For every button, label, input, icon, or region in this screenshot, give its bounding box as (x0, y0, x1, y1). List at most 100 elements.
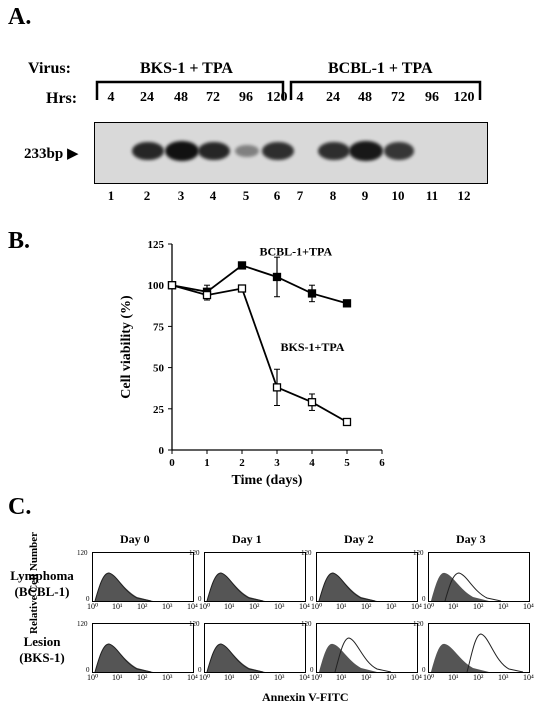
data-point (307, 398, 317, 407)
y-tick-zero: 0 (310, 595, 314, 603)
group2-label: BCBL-1 + TPA (328, 60, 433, 77)
hour-label: 120 (266, 90, 288, 105)
data-point (307, 289, 317, 298)
gel-band (349, 141, 383, 161)
x-tick-label: 10¹ (112, 673, 123, 682)
hour-label: 24 (326, 90, 340, 105)
x-tick-label: 10² (361, 602, 372, 611)
series-line (171, 264, 348, 305)
lane-number: 9 (361, 188, 369, 203)
panel-a-label: A. (8, 4, 32, 30)
x-tick-label: 10³ (498, 602, 509, 611)
y-tick-zero: 0 (422, 595, 426, 603)
facs-histogram: 120 0 10⁰ 10¹ 10² 10³ 10⁴ (301, 549, 422, 611)
marker-arrow-icon: ▶ (66, 146, 79, 162)
facs-histogram: 120 0 10⁰ 10¹ 10² 10³ 10⁴ (189, 620, 310, 682)
y-tick-top: 120 (189, 620, 200, 628)
viability-chart: 0 1 2 3 4 5 6 0 25 50 75 100 125 Time (days) Cell viab… (119, 239, 385, 488)
group1-label: BKS-1 + TPA (140, 60, 233, 77)
x-tick-label: 10⁴ (523, 602, 534, 611)
x-tick-label: 10⁰ (199, 673, 211, 682)
x-tick-label: 6 (379, 457, 385, 469)
lane-number: 1 (107, 188, 115, 203)
facs-histogram: 120 0 10⁰ 10¹ 10² 10³ 10⁴ (413, 620, 534, 682)
group-brackets (95, 80, 482, 100)
control-histogram (319, 643, 377, 672)
y-tick-label: 100 (148, 280, 165, 292)
x-tick-label: 10¹ (224, 673, 235, 682)
x-tick-label: 10³ (162, 602, 173, 611)
facs-histogram: 120 0 10⁰ 10¹ 10² 10³ 10⁴ (413, 549, 534, 611)
virus-label: Virus: (28, 60, 71, 77)
x-tick-label: 10² (249, 673, 260, 682)
x-tick-label: 10² (473, 673, 484, 682)
treated-histogram (206, 572, 264, 601)
facs-histogram: 120 0 10⁰ 10¹ 10² 10³ 10⁴ (301, 620, 422, 682)
gel-band (262, 142, 294, 160)
panel-b-label: B. (8, 228, 31, 254)
gel-band (132, 141, 164, 161)
day-label: Day 3 (456, 532, 486, 546)
y-tick-top: 120 (413, 549, 424, 557)
x-tick-label: 10⁴ (187, 673, 198, 682)
x-tick-label: 0 (169, 457, 175, 469)
x-tick-label: 10¹ (448, 602, 459, 611)
lane-number: 2 (143, 188, 151, 203)
data-point (272, 383, 282, 392)
y-tick-label: 0 (159, 445, 165, 457)
x-tick-label: 5 (344, 457, 350, 469)
lane-number: 6 (273, 188, 281, 203)
group1-bracket (95, 80, 285, 100)
day-label: Day 2 (344, 532, 374, 546)
lane-number: 7 (296, 188, 304, 203)
facs-histogram: 120 0 10⁰ 10¹ 10² 10³ 10⁴ (77, 620, 198, 682)
x-tick-label: 10⁰ (423, 602, 435, 611)
x-tick-label: 10³ (498, 673, 509, 682)
y-tick-zero: 0 (310, 666, 314, 674)
hour-label: 96 (239, 90, 253, 105)
data-point (167, 281, 177, 290)
hour-label: 96 (425, 90, 439, 105)
row1-line1: Lymphoma (10, 568, 74, 583)
treated-histogram (466, 633, 524, 672)
lane-number: 12 (457, 188, 471, 203)
x-tick-label: 10² (249, 602, 260, 611)
treated-histogram (334, 637, 392, 672)
x-tick-label: 10⁴ (523, 673, 534, 682)
x-tick-label: 10⁰ (311, 673, 323, 682)
facs-histogram: 120 0 10⁰ 10¹ 10² 10³ 10⁴ (77, 549, 198, 611)
lane-number: 3 (177, 188, 185, 203)
y-tick-zero: 0 (86, 666, 90, 674)
hour-label: 4 (296, 90, 304, 105)
xlabel-c: Annexin V-FITC (262, 690, 349, 704)
hour-label: 72 (206, 90, 220, 105)
gel-band (235, 144, 259, 158)
data-point (342, 417, 352, 427)
data-point (202, 290, 212, 300)
data-point (272, 272, 282, 282)
y-tick-top: 120 (301, 549, 312, 557)
lane-number: 5 (242, 188, 250, 203)
marker-label: 233bp ▶ (24, 144, 78, 163)
control-histogram (431, 643, 489, 672)
x-tick-label: 10² (137, 673, 148, 682)
x-tick-label: 10³ (386, 673, 397, 682)
facs-histogram: 120 0 10⁰ 10¹ 10² 10³ 10⁴ (189, 549, 310, 611)
row2-label: Lesion (BKS-1) (6, 634, 78, 666)
x-tick-label: 10¹ (336, 602, 347, 611)
x-tick-label: 10⁴ (299, 602, 310, 611)
control-histogram (431, 572, 489, 601)
treated-histogram (318, 572, 376, 601)
x-tick-label: 10³ (162, 673, 173, 682)
y-tick-label: 125 (148, 239, 165, 251)
lane-number: 8 (329, 188, 337, 203)
y-tick-top: 120 (77, 620, 88, 628)
gel-band (165, 141, 199, 161)
x-tick-label: 4 (309, 457, 315, 469)
x-tick-label: 10⁰ (311, 602, 323, 611)
x-tick-label: 10⁰ (199, 602, 211, 611)
row1-label: Lymphoma (BCBL-1) (6, 568, 78, 600)
x-tick-label: 10⁴ (411, 602, 422, 611)
y-tick-label: 25 (153, 404, 165, 416)
x-tick-label: 10¹ (112, 602, 123, 611)
